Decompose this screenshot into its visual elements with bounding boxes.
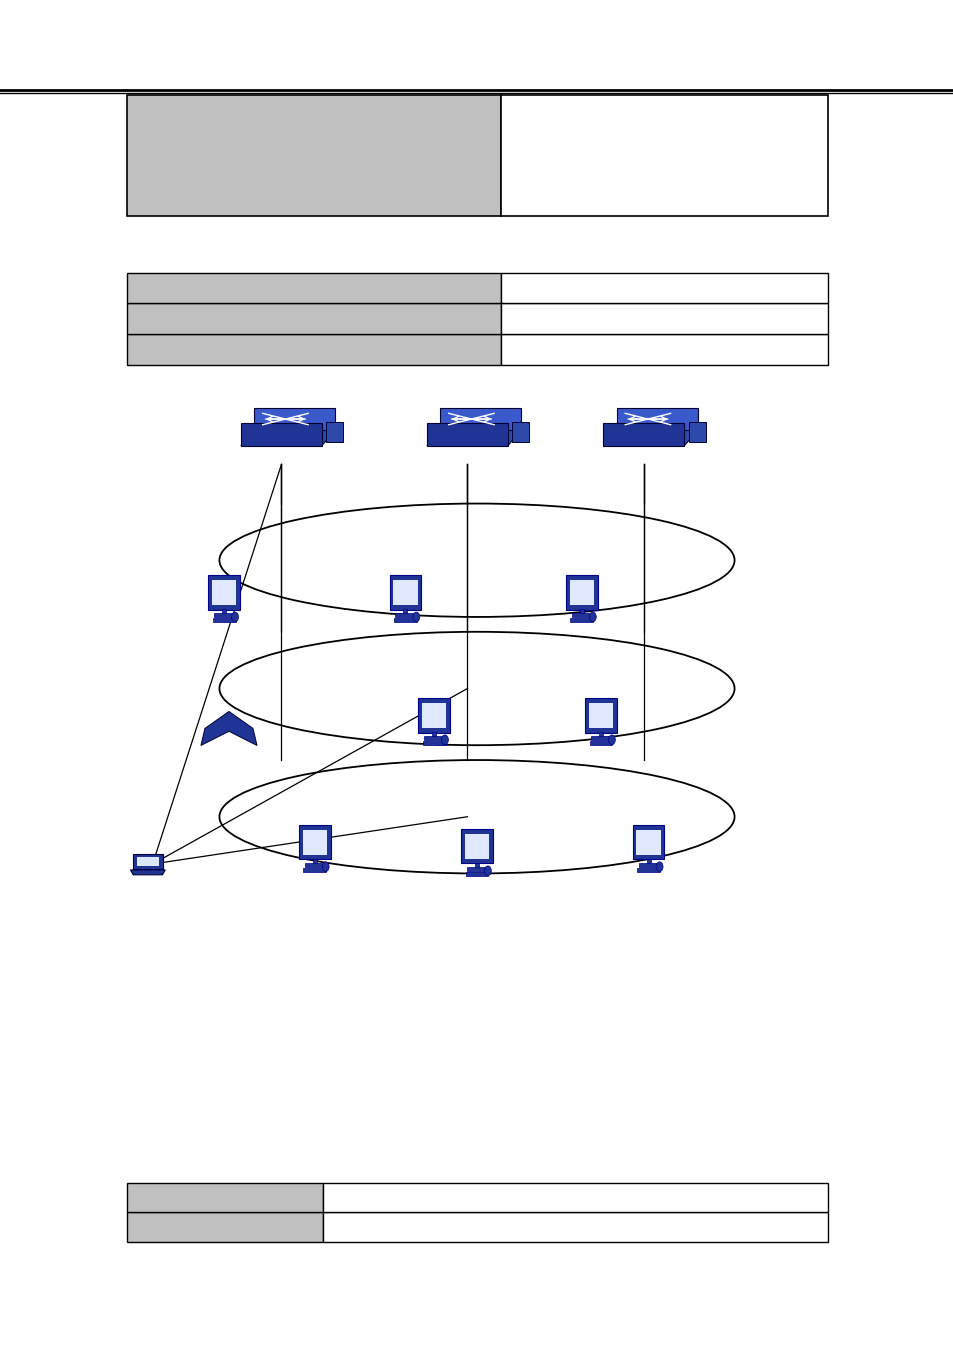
- Bar: [633, 825, 663, 860]
- Circle shape: [322, 861, 329, 872]
- Bar: [393, 580, 417, 605]
- Bar: [500, 304, 827, 333]
- Bar: [598, 732, 602, 737]
- Bar: [475, 863, 478, 868]
- Bar: [127, 95, 500, 216]
- Bar: [432, 732, 436, 737]
- Circle shape: [484, 865, 491, 876]
- Bar: [569, 580, 594, 605]
- Polygon shape: [427, 423, 507, 446]
- Bar: [422, 741, 445, 745]
- Bar: [127, 333, 500, 364]
- Bar: [395, 613, 415, 617]
- Bar: [500, 273, 827, 304]
- Bar: [417, 698, 450, 733]
- Circle shape: [608, 734, 615, 745]
- Bar: [585, 698, 616, 733]
- Bar: [127, 304, 500, 333]
- Bar: [127, 1183, 323, 1212]
- Bar: [461, 829, 492, 864]
- Bar: [589, 741, 612, 745]
- Bar: [302, 830, 327, 855]
- Polygon shape: [602, 423, 683, 446]
- Bar: [222, 609, 226, 614]
- Bar: [394, 618, 416, 622]
- Polygon shape: [240, 431, 335, 446]
- Bar: [212, 580, 236, 605]
- Bar: [127, 1212, 323, 1242]
- Polygon shape: [688, 421, 705, 443]
- Bar: [465, 872, 488, 876]
- Polygon shape: [201, 711, 256, 745]
- Bar: [646, 859, 650, 864]
- Bar: [467, 867, 486, 871]
- Bar: [570, 618, 593, 622]
- Circle shape: [589, 612, 596, 622]
- Bar: [500, 95, 827, 216]
- Bar: [403, 609, 407, 614]
- Bar: [208, 575, 239, 610]
- Polygon shape: [326, 421, 343, 443]
- Bar: [566, 575, 597, 610]
- Bar: [389, 575, 421, 610]
- Bar: [579, 609, 583, 614]
- Polygon shape: [253, 408, 335, 431]
- Bar: [423, 736, 443, 740]
- Bar: [636, 830, 660, 855]
- Polygon shape: [602, 431, 698, 446]
- Bar: [572, 613, 591, 617]
- Bar: [303, 868, 326, 872]
- Bar: [213, 618, 235, 622]
- Bar: [323, 1212, 827, 1242]
- Bar: [313, 859, 316, 864]
- Circle shape: [441, 734, 448, 745]
- Bar: [127, 273, 500, 304]
- Bar: [323, 1183, 827, 1212]
- Polygon shape: [616, 408, 698, 431]
- Bar: [637, 868, 659, 872]
- Bar: [500, 333, 827, 364]
- Bar: [590, 736, 610, 740]
- Bar: [136, 857, 159, 867]
- Circle shape: [656, 861, 662, 872]
- Polygon shape: [439, 408, 520, 431]
- Circle shape: [413, 612, 419, 622]
- Circle shape: [232, 612, 238, 622]
- Bar: [305, 863, 324, 867]
- Bar: [213, 613, 233, 617]
- Bar: [588, 703, 613, 728]
- Bar: [464, 834, 489, 859]
- Polygon shape: [133, 855, 162, 869]
- Bar: [298, 825, 330, 860]
- Bar: [639, 863, 658, 867]
- Polygon shape: [131, 869, 165, 875]
- Polygon shape: [512, 421, 529, 443]
- Polygon shape: [427, 431, 520, 446]
- Bar: [421, 703, 446, 728]
- Polygon shape: [240, 423, 321, 446]
